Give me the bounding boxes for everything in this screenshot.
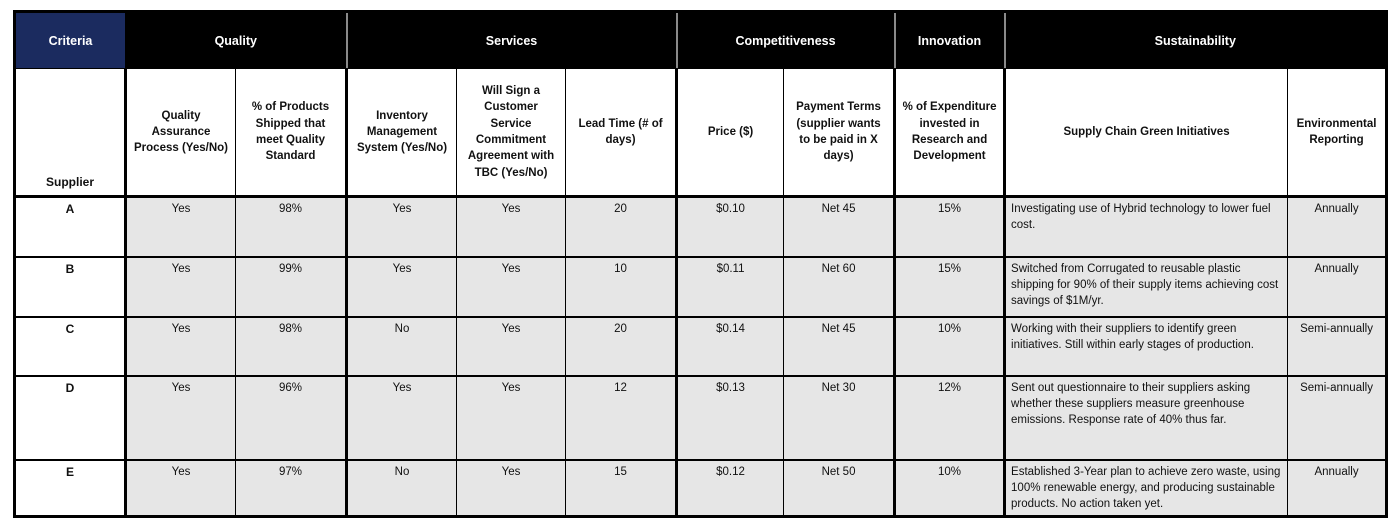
supplier-comparison-sheet: Criteria Quality Services Competitivenes… [13,10,1389,519]
cell-lead-time: 10 [564,255,678,318]
cell-quality-assurance: Yes [124,458,236,518]
cell-price: $0.10 [675,195,785,258]
cell-pct-products-quality: 98% [235,315,347,377]
cell-payment-terms: Net 30 [783,374,896,461]
supplier-row-d: D Yes 96% Yes Yes 12 $0.13 Net 30 12% Se… [14,374,1388,461]
criteria-corner-cell: Criteria [14,11,126,69]
cell-service-agreement: Yes [456,458,566,518]
cell-pct-products-quality: 99% [235,255,347,318]
cell-green-initiatives: Working with their suppliers to identify… [1003,315,1289,377]
col-header-price: Price ($) [675,68,785,198]
cell-payment-terms: Net 45 [783,195,896,258]
supplier-column-header: Supplier [14,68,126,198]
col-header-lead-time: Lead Time (# of days) [564,68,678,198]
cell-supplier: D [14,374,126,461]
col-header-green-initiatives: Supply Chain Green Initiatives [1003,68,1289,198]
cell-environmental-reporting: Annually [1287,255,1388,318]
cell-supplier: E [14,458,126,518]
cell-environmental-reporting: Annually [1287,458,1388,518]
cell-lead-time: 15 [564,458,678,518]
cell-quality-assurance: Yes [124,195,236,258]
cell-quality-assurance: Yes [124,255,236,318]
group-header-innovation: Innovation [893,11,1006,69]
cell-lead-time: 20 [564,195,678,258]
col-header-rd-expenditure: % of Expenditure invested in Research an… [893,68,1006,198]
group-header-row: Criteria Quality Services Competitivenes… [14,11,1388,69]
cell-environmental-reporting: Annually [1287,195,1388,258]
group-header-quality: Quality [125,11,347,69]
col-header-pct-products-quality: % of Products Shipped that meet Quality … [235,68,347,198]
cell-inventory-management: Yes [345,255,457,318]
supplier-row-b: B Yes 99% Yes Yes 10 $0.11 Net 60 15% Sw… [14,255,1388,318]
cell-green-initiatives: Sent out questionnaire to their supplier… [1003,374,1289,461]
cell-quality-assurance: Yes [124,374,236,461]
cell-inventory-management: Yes [345,374,457,461]
group-header-sustainability: Sustainability [1003,11,1388,69]
column-header-row: Supplier Quality Assurance Process (Yes/… [14,68,1388,198]
cell-price: $0.14 [675,315,785,377]
col-header-service-agreement: Will Sign a Customer Service Commitment … [456,68,566,198]
cell-service-agreement: Yes [456,374,566,461]
cell-pct-products-quality: 97% [235,458,347,518]
cell-payment-terms: Net 60 [783,255,896,318]
cell-quality-assurance: Yes [124,315,236,377]
supplier-comparison-table: Criteria Quality Services Competitivenes… [13,10,1389,519]
cell-supplier: A [14,195,126,258]
supplier-row-c: C Yes 98% No Yes 20 $0.14 Net 45 10% Wor… [14,315,1388,377]
col-header-environmental-reporting: Environmental Reporting [1287,68,1388,198]
cell-lead-time: 20 [564,315,678,377]
cell-service-agreement: Yes [456,255,566,318]
cell-inventory-management: No [345,458,457,518]
cell-price: $0.12 [675,458,785,518]
cell-rd-expenditure: 12% [893,374,1006,461]
cell-green-initiatives: Established 3-Year plan to achieve zero … [1003,458,1289,518]
cell-price: $0.11 [675,255,785,318]
supplier-row-a: A Yes 98% Yes Yes 20 $0.10 Net 45 15% In… [14,195,1388,258]
cell-payment-terms: Net 45 [783,315,896,377]
supplier-row-e: E Yes 97% No Yes 15 $0.12 Net 50 10% Est… [14,458,1388,518]
col-header-payment-terms: Payment Terms (supplier wants to be paid… [783,68,896,198]
cell-supplier: B [14,255,126,318]
cell-rd-expenditure: 15% [893,195,1006,258]
group-header-services: Services [345,11,678,69]
cell-rd-expenditure: 10% [893,315,1006,377]
cell-payment-terms: Net 50 [783,458,896,518]
cell-green-initiatives: Switched from Corrugated to reusable pla… [1003,255,1289,318]
cell-environmental-reporting: Semi-annually [1287,315,1388,377]
cell-pct-products-quality: 98% [235,195,347,258]
cell-pct-products-quality: 96% [235,374,347,461]
cell-service-agreement: Yes [456,195,566,258]
cell-green-initiatives: Investigating use of Hybrid technology t… [1003,195,1289,258]
cell-service-agreement: Yes [456,315,566,377]
cell-rd-expenditure: 15% [893,255,1006,318]
cell-inventory-management: Yes [345,195,457,258]
cell-rd-expenditure: 10% [893,458,1006,518]
cell-supplier: C [14,315,126,377]
col-header-inventory-management: Inventory Management System (Yes/No) [345,68,457,198]
col-header-quality-assurance: Quality Assurance Process (Yes/No) [124,68,236,198]
cell-environmental-reporting: Semi-annually [1287,374,1388,461]
cell-price: $0.13 [675,374,785,461]
cell-inventory-management: No [345,315,457,377]
group-header-competitiveness: Competitiveness [675,11,896,69]
cell-lead-time: 12 [564,374,678,461]
